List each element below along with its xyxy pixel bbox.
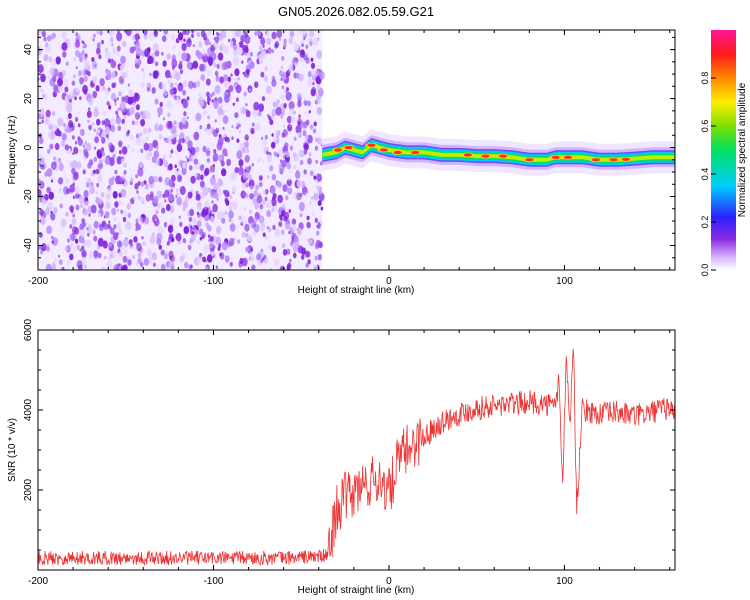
snr-xtick-label: 0 — [386, 576, 392, 587]
figure-title: GN05.2026.082.05.59.G21 — [278, 4, 434, 19]
colorbar-label: Normalized spectral amplitude — [737, 82, 748, 217]
spectrogram-xtick-label: -100 — [203, 276, 223, 287]
spectrogram-ytick-label: 20 — [23, 93, 34, 105]
spectrogram-frame — [37, 29, 676, 271]
snr-ytick-label: 2000 — [23, 478, 34, 501]
snr-ytick-label: 4000 — [23, 398, 34, 421]
colorbar-tick-label: 0.0 — [700, 264, 710, 277]
snr-ylabel: SNR (10 * v/v) — [7, 418, 18, 482]
colorbar-tick-label: 0.6 — [700, 120, 710, 133]
snr-series-line — [38, 349, 675, 567]
snr-xtick-label: -200 — [28, 576, 48, 587]
colorbar-tick-label: 0.8 — [700, 72, 710, 85]
spectrogram-ytick-label: 40 — [23, 44, 34, 56]
spectrogram-ylabel: Frequency (Hz) — [7, 116, 18, 185]
spectrogram-xtick-label: 0 — [386, 276, 392, 287]
colorbar: 0.0 0.2 0.4 0.6 0.8 Normalized spectral ampl… — [700, 30, 748, 276]
spectrogram-xtick-label: 100 — [556, 276, 573, 287]
colorbar-tick-label: 0.4 — [700, 168, 710, 181]
spectrogram-ytick-label: -20 — [23, 189, 34, 204]
spectrogram-ytick-label: 0 — [23, 144, 34, 150]
spectrogram-xtick-label: -200 — [28, 276, 48, 287]
spectrogram-plot-area — [38, 30, 675, 270]
colorbar-gradient — [711, 30, 736, 270]
spectrogram-xlabel: Height of straight line (km) — [298, 285, 415, 296]
snr-xlabel: Height of straight line (km) — [298, 585, 415, 596]
snr-ytick-label: 6000 — [23, 318, 34, 341]
signal-ridge — [322, 129, 675, 176]
snr-xtick-label: -100 — [203, 576, 223, 587]
spectrogram-ytick-label: -40 — [23, 238, 34, 253]
snr-xtick-label: 100 — [556, 576, 573, 587]
noise-region — [38, 30, 325, 270]
colorbar-tick-label: 0.2 — [700, 216, 710, 229]
snr-plot-area — [38, 349, 675, 567]
snr-panel: -200 -100 0 100 2000 4000 6000 Height of strai… — [7, 318, 676, 596]
